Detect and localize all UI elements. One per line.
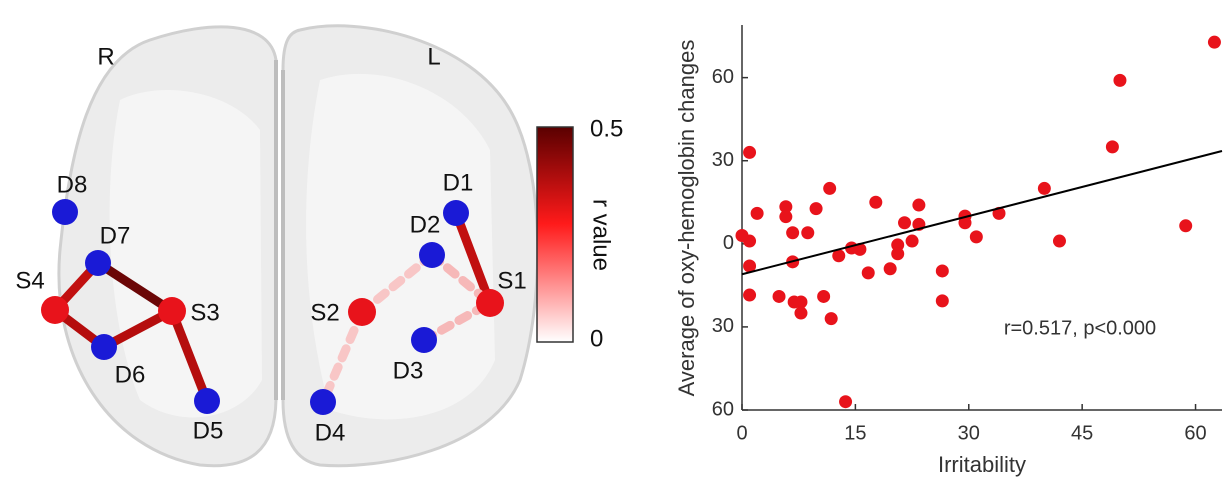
point (906, 235, 919, 248)
figure: R L D8 D7 S4 S3 D6 D5 D1 D2 S2 S1 D3 D4 … (0, 0, 1230, 485)
point (839, 395, 852, 408)
colorbar-min: 0 (590, 325, 603, 352)
detector (310, 389, 336, 415)
node-label: D1 (443, 169, 474, 196)
colorbar-label: r value (588, 199, 615, 271)
node-label: S3 (190, 299, 219, 326)
source (41, 296, 69, 324)
scatter-plot: Irritability Average of oxy-hemoglobin c… (674, 25, 1222, 477)
point (786, 226, 799, 239)
point (794, 307, 807, 320)
x-tick-label: 30 (958, 422, 980, 444)
point (788, 295, 801, 308)
detector (411, 327, 437, 353)
x-axis-label: Irritability (938, 452, 1026, 477)
node-label: S2 (310, 299, 339, 326)
y-tick-label: 60 (712, 398, 734, 420)
point (801, 226, 814, 239)
node-label: D7 (100, 222, 131, 249)
y-tick-label: 60 (712, 66, 734, 88)
y-axis-label: Average of oxy-hemoglobin changes (674, 40, 699, 397)
node-label: D8 (57, 171, 88, 198)
point (970, 230, 983, 243)
point (825, 312, 838, 325)
point (862, 266, 875, 279)
y-tick-label: 30 (712, 149, 734, 171)
detector (194, 388, 220, 414)
node-label: D3 (393, 357, 424, 384)
point (898, 216, 911, 229)
point (1053, 235, 1066, 248)
point (773, 290, 786, 303)
hemisphere-label: L (427, 43, 440, 70)
detector (91, 334, 117, 360)
point (1106, 140, 1119, 153)
detector (52, 199, 78, 225)
point (936, 264, 949, 277)
point (1038, 182, 1051, 195)
point (817, 290, 830, 303)
point (751, 207, 764, 220)
node-label: S1 (497, 267, 526, 294)
source (348, 298, 376, 326)
point (743, 289, 756, 302)
point (810, 202, 823, 215)
detector (419, 242, 445, 268)
colorbar-max: 0.5 (590, 115, 623, 142)
x-tick-label: 60 (1184, 422, 1206, 444)
x-tick-label: 0 (736, 422, 747, 444)
node-label: S4 (15, 267, 44, 294)
point (912, 199, 925, 212)
point (823, 182, 836, 195)
hemisphere-label: R (97, 43, 114, 70)
x-tick-label: 15 (844, 422, 866, 444)
point (779, 210, 792, 223)
annotation: r=0.517, p<0.000 (1004, 317, 1156, 339)
point (1179, 219, 1192, 232)
detector (85, 250, 111, 276)
point (1113, 74, 1126, 87)
node-label: D2 (410, 211, 441, 238)
point (891, 247, 904, 260)
point (884, 262, 897, 275)
point (869, 196, 882, 209)
detector (443, 200, 469, 226)
node-label: D4 (315, 419, 346, 446)
y-tick-label: 0 (723, 232, 734, 254)
point (743, 146, 756, 159)
point (736, 229, 749, 242)
source (158, 297, 186, 325)
y-tick-label: 30 (712, 315, 734, 337)
fissure (276, 60, 283, 400)
point (936, 294, 949, 307)
x-tick-label: 45 (1071, 422, 1093, 444)
colorbar (537, 127, 573, 342)
node-label: D6 (115, 361, 146, 388)
point (1208, 36, 1221, 49)
node-label: D5 (193, 417, 224, 444)
